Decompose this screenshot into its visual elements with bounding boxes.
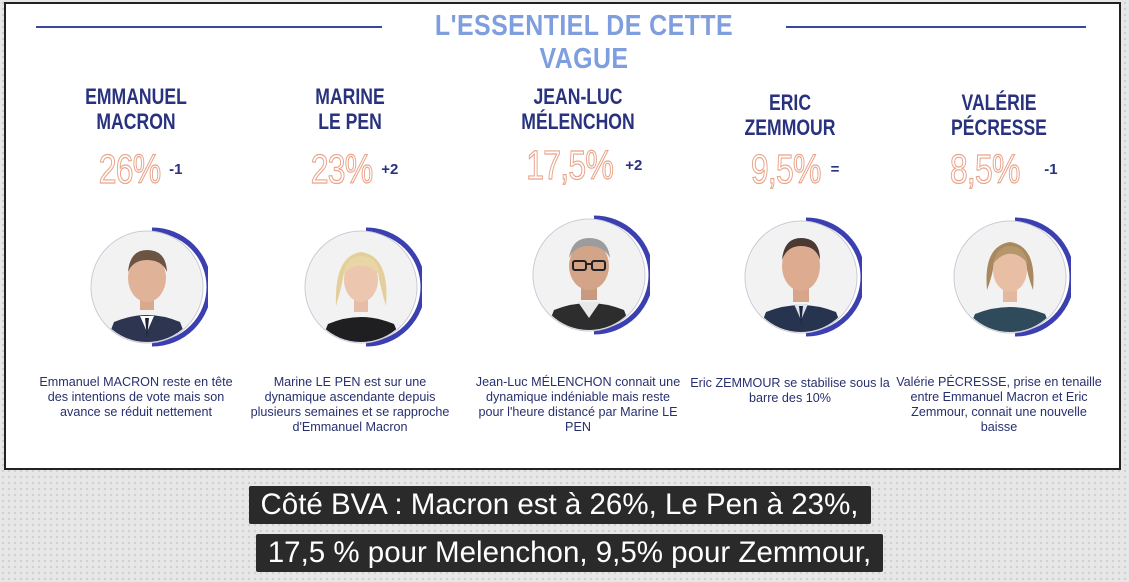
percent-change: = bbox=[830, 161, 840, 178]
subtitle-line-2: 17,5 % pour Melenchon, 9,5% pour Zemmour… bbox=[255, 534, 884, 572]
candidate-name: VALÉRIE PÉCRESSE bbox=[951, 90, 1047, 140]
percent-value: 26% bbox=[98, 145, 161, 192]
candidate-score: 26% -1 bbox=[28, 145, 244, 193]
percent-value: 23% bbox=[310, 145, 373, 192]
percent-change: +2 bbox=[625, 157, 643, 174]
panel-title: L'ESSENTIEL DE CETTE VAGUE bbox=[434, 10, 734, 75]
candidate-name: MARINE LE PEN bbox=[315, 84, 385, 134]
candidate-name: ERIC ZEMMOUR bbox=[744, 90, 836, 140]
candidate-description: Emmanuel MACRON reste en tête des intent… bbox=[39, 375, 233, 419]
header-divider-left bbox=[36, 26, 382, 28]
percent-change: -1 bbox=[1044, 161, 1058, 178]
candidate-description: Marine LE PEN est sur une dynamique asce… bbox=[250, 375, 450, 434]
candidate-score: 9,5% = bbox=[682, 145, 898, 193]
percent-change: -1 bbox=[169, 161, 183, 178]
candidate-portrait bbox=[300, 226, 422, 348]
candidate-description: Jean-Luc MÉLENCHON connait une dynamique… bbox=[475, 375, 681, 434]
percent-value: 17,5% bbox=[525, 141, 614, 188]
poll-summary-panel: L'ESSENTIEL DE CETTE VAGUE EMMANUEL MACR… bbox=[4, 2, 1121, 470]
candidate-card-melenchon: JEAN-LUC MÉLENCHON 17,5% +2 bbox=[470, 4, 686, 464]
candidate-card-pecresse: VALÉRIE PÉCRESSE 8,5% -1 Val bbox=[891, 4, 1107, 464]
percent-value: 9,5% bbox=[750, 145, 821, 192]
candidate-description: Eric ZEMMOUR se stabilise sous la barre … bbox=[690, 376, 890, 405]
candidate-portrait bbox=[528, 214, 650, 336]
video-subtitle: Côté BVA : Macron est à 26%, Le Pen à 23… bbox=[0, 486, 1129, 582]
subtitle-line-1: Côté BVA : Macron est à 26%, Le Pen à 23… bbox=[248, 486, 871, 524]
candidate-card-le-pen: MARINE LE PEN 23% +2 Marine bbox=[242, 4, 458, 464]
candidate-card-macron: EMMANUEL MACRON 26% -1 bbox=[28, 4, 244, 464]
percent-change: +2 bbox=[381, 161, 399, 178]
candidate-card-zemmour: ERIC ZEMMOUR 9,5% = bbox=[682, 4, 898, 464]
header-divider-right bbox=[786, 26, 1086, 28]
candidate-portrait bbox=[86, 226, 208, 348]
candidate-score: 8,5% -1 bbox=[891, 145, 1107, 193]
candidate-name: JEAN-LUC MÉLENCHON bbox=[521, 84, 635, 134]
candidate-description: Valérie PÉCRESSE, prise en tenaille entr… bbox=[896, 375, 1102, 434]
candidate-portrait bbox=[740, 216, 862, 338]
candidate-name: EMMANUEL MACRON bbox=[85, 84, 187, 134]
percent-value: 8,5% bbox=[950, 145, 1021, 192]
candidate-score: 17,5% +2 bbox=[470, 141, 686, 189]
candidate-score: 23% +2 bbox=[242, 145, 458, 193]
candidate-portrait bbox=[949, 216, 1071, 338]
